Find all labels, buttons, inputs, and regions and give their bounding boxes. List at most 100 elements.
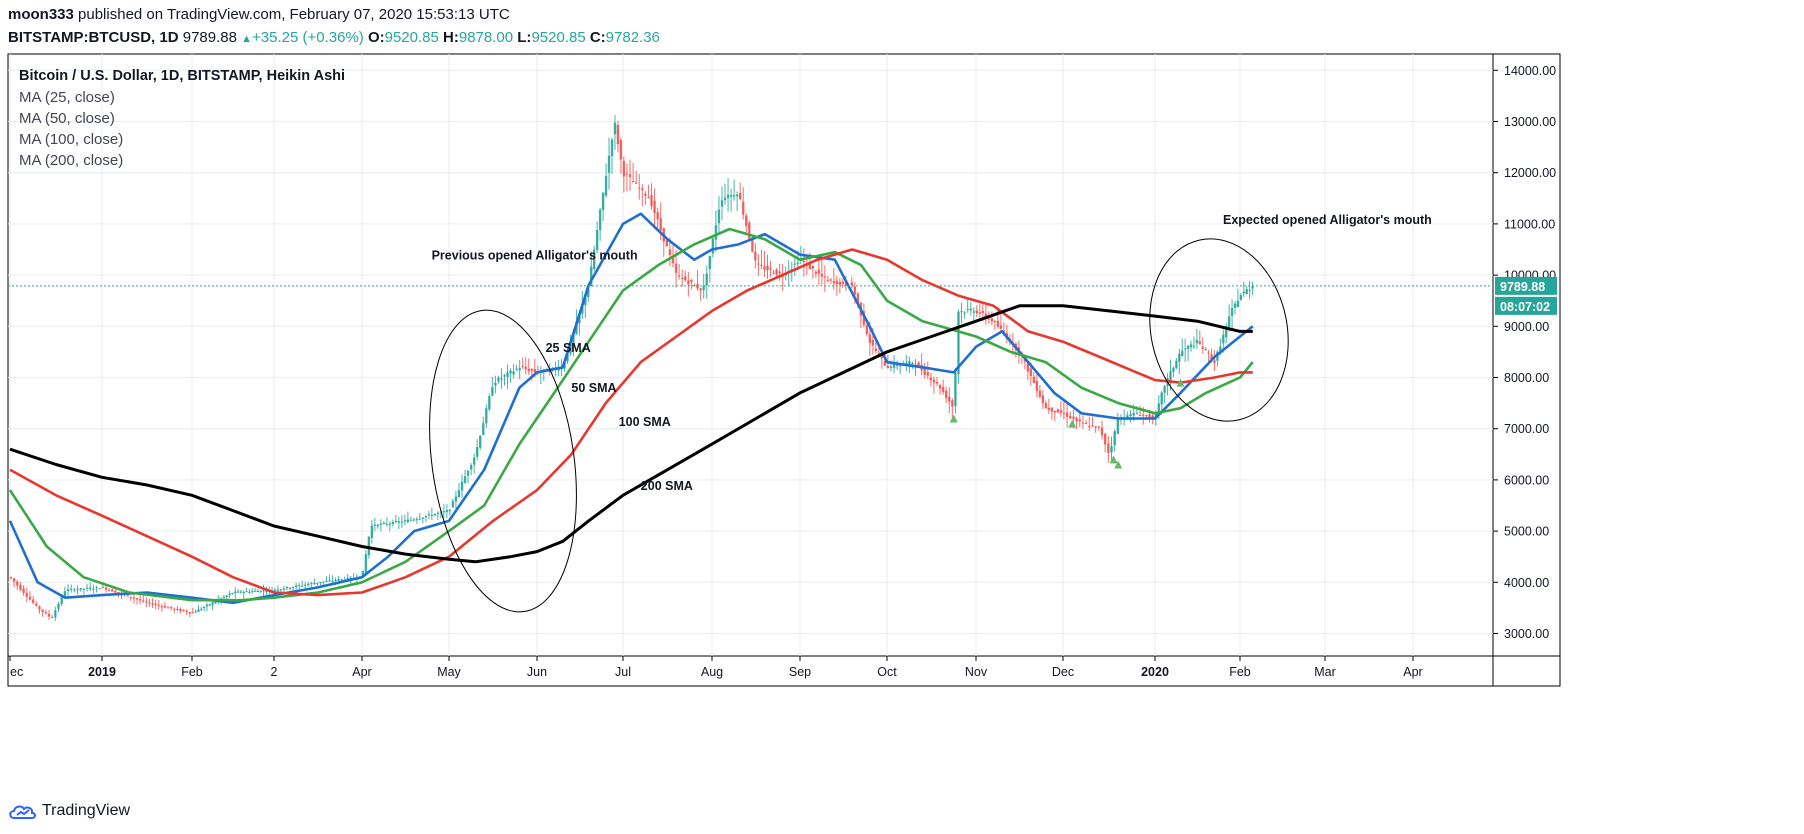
candle-body	[367, 536, 371, 556]
candle-body	[760, 264, 763, 266]
candle-body	[322, 581, 325, 583]
candle-body	[104, 587, 108, 590]
candle-body	[865, 325, 869, 335]
legend-ma100[interactable]: MA (100, close)	[19, 131, 124, 148]
signal-triangle-icon	[1109, 455, 1118, 464]
candle-body	[981, 310, 985, 313]
candle-body	[1181, 350, 1184, 357]
legend-ma50[interactable]: MA (50, close)	[19, 110, 115, 127]
candle-body	[954, 372, 957, 407]
candle-body	[905, 362, 908, 364]
candle-body	[259, 590, 262, 592]
candle-body	[1047, 407, 1051, 411]
candle-body	[735, 194, 739, 197]
candle-body	[738, 192, 742, 200]
candle-body	[702, 285, 705, 291]
candle-body	[73, 589, 76, 591]
x-tick-label: Mar	[1314, 665, 1336, 679]
candle-body	[687, 280, 690, 285]
low-label: L:	[517, 29, 532, 46]
candle-body	[929, 377, 933, 381]
candle-body	[811, 265, 815, 269]
candle-body	[853, 286, 857, 295]
candle-body	[346, 577, 349, 581]
candle-body	[265, 591, 268, 593]
y-tick-label: 7000.00	[1504, 422, 1549, 436]
candle-body	[208, 604, 211, 606]
candle-body	[463, 476, 467, 483]
candle-body	[659, 218, 662, 231]
candle-body	[85, 587, 89, 589]
candle-body	[838, 281, 842, 285]
candle-body	[1084, 423, 1088, 425]
candle-body	[101, 587, 105, 589]
candle-body	[1178, 353, 1181, 362]
candle-body	[236, 591, 240, 593]
candle-body	[397, 521, 401, 523]
candle-body	[714, 225, 718, 240]
candle-body	[340, 579, 343, 581]
candle-body	[273, 589, 277, 591]
candle-body	[400, 521, 404, 523]
x-tick-label: Sep	[789, 665, 811, 679]
candle-body	[69, 588, 73, 590]
candle-body	[653, 200, 656, 214]
candle-body	[790, 268, 793, 270]
candle-body	[76, 589, 79, 591]
candle-body	[634, 182, 638, 184]
x-tick-label: 2	[271, 665, 278, 679]
candles	[9, 115, 1254, 621]
candle-body	[598, 209, 602, 231]
candle-body	[245, 591, 248, 593]
candle-body	[772, 272, 775, 274]
low-value: 9520.85	[531, 29, 586, 46]
candle-body	[987, 318, 991, 320]
candle-body	[25, 592, 28, 597]
candle-body	[114, 590, 117, 593]
signal-triangle-icon	[1114, 460, 1123, 469]
tradingview-logo[interactable]: TradingView	[8, 802, 130, 820]
legend-title[interactable]: Bitcoin / U.S. Dollar, 1D, BITSTAMP, Hei…	[19, 68, 346, 84]
candle-body	[433, 513, 437, 516]
candle-body	[424, 516, 428, 518]
candle-body	[1116, 419, 1120, 434]
candle-body	[1097, 426, 1101, 428]
y-tick-label: 8000.00	[1504, 371, 1549, 385]
candle-body	[604, 175, 608, 196]
annotation-label: 200 SMA	[641, 479, 693, 493]
candle-body	[717, 209, 721, 224]
candle-body	[1072, 416, 1075, 419]
candle-body	[117, 592, 120, 594]
candle-body	[892, 364, 896, 368]
candle-body	[248, 591, 251, 593]
candle-body	[684, 276, 687, 281]
candle-body	[373, 524, 377, 526]
x-tick-label: Jun	[527, 665, 547, 679]
candle-body	[406, 519, 410, 523]
candle-body	[479, 435, 482, 448]
candle-body	[874, 348, 878, 351]
candle-body	[325, 580, 328, 582]
candle-body	[877, 352, 881, 355]
candle-body	[796, 262, 800, 265]
candle-body	[972, 311, 976, 313]
candle-body	[1210, 354, 1213, 361]
legend-ma200[interactable]: MA (200, close)	[19, 152, 124, 169]
candle-body	[720, 200, 724, 207]
candle-body	[1132, 413, 1135, 416]
candle-body	[460, 481, 464, 491]
author-name[interactable]: moon333	[8, 6, 74, 23]
publish-info: published on TradingView.com, February 0…	[78, 6, 510, 23]
x-tick-label: Apr	[1403, 665, 1422, 679]
ohlc-line: BITSTAMP:BTCUSD, 1D 9789.88 ▲+35.25 (+0.…	[8, 29, 660, 46]
candle-body	[179, 609, 182, 611]
ma100-line	[9, 248, 1253, 597]
legend-ma25[interactable]: MA (25, close)	[19, 89, 115, 106]
candle-body	[63, 591, 67, 598]
candle-body	[466, 470, 470, 476]
candle-body	[485, 408, 488, 424]
candle-body	[1135, 412, 1139, 414]
candle-body	[898, 365, 902, 367]
candle-body	[107, 589, 111, 591]
